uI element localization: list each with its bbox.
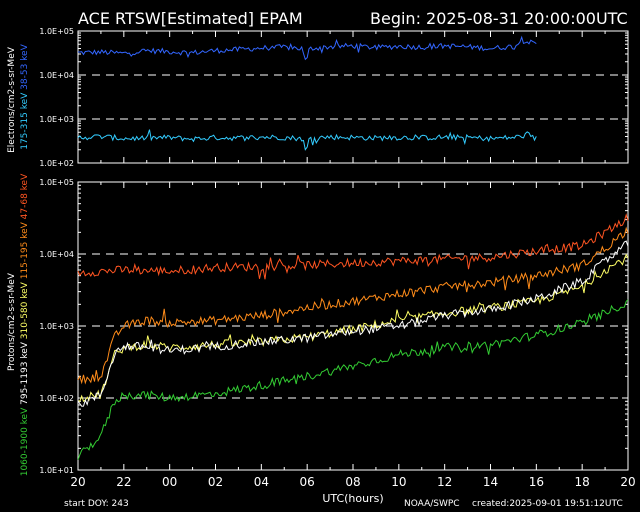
ytick-label-0-2: 1.0E+04 xyxy=(39,71,74,80)
legend-38-53: 38-53 keV xyxy=(20,43,30,89)
proton-ylabel: Protons/cm2-s-sr-MeV xyxy=(7,272,17,371)
electron-ylabel: Electrons/cm2-s-sr-MeV xyxy=(7,46,17,153)
xtick-label-0: 20 xyxy=(70,475,85,489)
proton-ylabel-group: Protons/cm2-s-sr-MeV xyxy=(7,272,17,371)
series-line-1-0 xyxy=(77,213,629,280)
legend-795-1193: 795-1193 keV xyxy=(20,341,30,405)
xtick-label-5: 06 xyxy=(300,475,315,489)
series-line-1-3 xyxy=(77,240,629,407)
xtick-label-3: 02 xyxy=(208,475,223,489)
proton-legend: 1060-1900 keV 795-1193 keV 310-580 keV 1… xyxy=(20,173,30,476)
xtick-label-1: 22 xyxy=(116,475,131,489)
legend-1060-1900: 1060-1900 keV xyxy=(20,407,30,476)
proton-legend-group: 1060-1900 keV 795-1193 keV 310-580 keV 1… xyxy=(20,173,30,476)
start-doy: start DOY: 243 xyxy=(64,499,129,509)
source-label: NOAA/SWPC xyxy=(404,499,460,509)
xtick-label-10: 16 xyxy=(529,475,544,489)
legend-175-315: 175-315 keV xyxy=(20,92,30,150)
ytick-label-1-0: 1.0E+01 xyxy=(39,466,74,475)
legend-310-580: 310-580 keV xyxy=(20,281,30,339)
series-line-1-4 xyxy=(77,299,629,460)
xtick-label-7: 10 xyxy=(391,475,406,489)
ytick-label-0-3: 1.0E+05 xyxy=(39,27,74,36)
grid-layer xyxy=(78,74,628,399)
begin-time: Begin: 2025-08-31 20:00:00UTC xyxy=(370,9,628,28)
ytick-label-0-0: 1.0E+02 xyxy=(39,159,74,168)
ytick-label-0-1: 1.0E+03 xyxy=(39,115,74,124)
series-layer xyxy=(77,35,629,460)
legend-47-68: 47-68 keV xyxy=(20,173,30,219)
ytick-label-1-3: 1.0E+04 xyxy=(39,250,74,259)
ticks-layer: 1.0E+02 1.0E+03 1.0E+04 1.0E+05 1.0E+01 1.0E+… xyxy=(39,27,635,489)
ytick-label-1-2: 1.0E+03 xyxy=(39,322,74,331)
xtick-label-11: 18 xyxy=(575,475,590,489)
legend-115-195: 115-195 keV xyxy=(20,221,30,279)
electron-legend: 175-315 keV 38-53 keV xyxy=(20,43,30,149)
ytick-label-1-4: 1.0E+05 xyxy=(39,178,74,187)
created-label: created:2025-09-01 19:51:12UTC xyxy=(472,499,623,509)
chart-title: ACE RTSW[Estimated] EPAM xyxy=(78,9,303,28)
series-line-0-1 xyxy=(77,129,537,151)
xtick-label-2: 00 xyxy=(162,475,177,489)
xtick-label-12: 20 xyxy=(620,475,635,489)
electron-legend-group: 175-315 keV 38-53 keV xyxy=(20,43,30,149)
x-axis-label: UTC(hours) xyxy=(322,492,383,505)
xtick-label-9: 14 xyxy=(483,475,498,489)
xtick-label-4: 04 xyxy=(254,475,269,489)
series-line-1-1 xyxy=(77,226,629,385)
series-line-0-0 xyxy=(78,35,537,61)
ytick-label-1-1: 1.0E+02 xyxy=(39,394,74,403)
electron-ylabel-group: Electrons/cm2-s-sr-MeV xyxy=(7,46,17,153)
xtick-label-6: 08 xyxy=(345,475,360,489)
xtick-label-8: 12 xyxy=(437,475,452,489)
